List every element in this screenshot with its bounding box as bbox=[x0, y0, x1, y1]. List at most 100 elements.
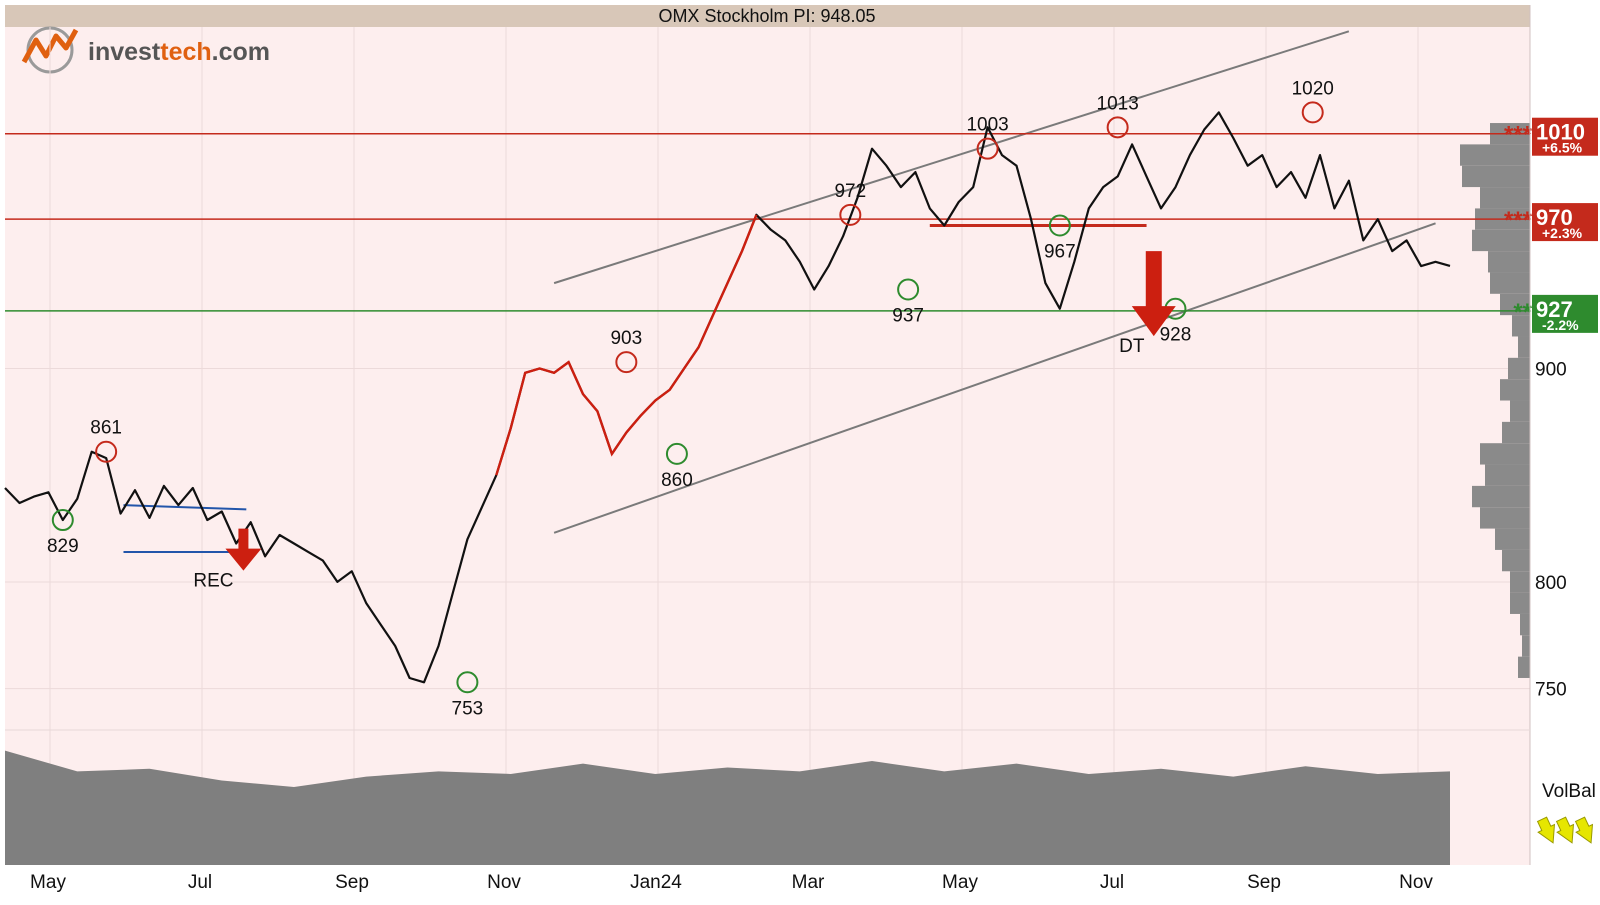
volbal-arrow-icon bbox=[1574, 816, 1594, 844]
x-tick-label: Jul bbox=[1100, 872, 1124, 893]
logo-text-tech: tech bbox=[160, 38, 211, 66]
pivot-label: 861 bbox=[90, 418, 122, 439]
pivot-circle bbox=[1106, 116, 1129, 139]
pivot-label: 1020 bbox=[1292, 78, 1334, 99]
signal-label: DT bbox=[1119, 336, 1145, 357]
channel-upper-line bbox=[553, 30, 1350, 285]
level-badge bbox=[1532, 294, 1598, 333]
x-tick-label: Jan24 bbox=[630, 872, 682, 893]
volume-profile-bar bbox=[1502, 549, 1530, 572]
x-tick-label: Nov bbox=[1399, 872, 1433, 893]
pivot-circle bbox=[615, 351, 638, 374]
volbal-arrows-icon bbox=[1536, 816, 1594, 844]
pivot-label: 1013 bbox=[1097, 93, 1139, 114]
investtech-logo: investtech.com bbox=[21, 26, 270, 74]
level-badge bbox=[1532, 203, 1598, 242]
volume-profile-bar bbox=[1480, 507, 1530, 529]
price-uptrend-segment bbox=[495, 214, 758, 476]
pivot-circle bbox=[1048, 214, 1071, 237]
volume-profile-bar bbox=[1518, 656, 1530, 678]
volume-profile-bar bbox=[1490, 272, 1530, 294]
header-title: OMX Stockholm PI: 948.05 bbox=[658, 6, 875, 26]
pivot-label: 829 bbox=[47, 536, 79, 557]
volume-profile-bar bbox=[1480, 443, 1530, 465]
pivot-markers: 861 829 753 903 860 972 937 1003 967 1013 928 1020 bbox=[47, 78, 1334, 719]
y-tick-label: 800 bbox=[1535, 573, 1567, 594]
volume-profile-bar bbox=[1518, 336, 1530, 358]
volume-profile-bar bbox=[1500, 293, 1530, 316]
level-stars: *** bbox=[1504, 207, 1533, 234]
level-value: 927 bbox=[1536, 297, 1573, 322]
level-stars: *** bbox=[1504, 122, 1533, 149]
x-tick-label: Sep bbox=[335, 872, 369, 893]
volume-profile-bar bbox=[1485, 464, 1530, 486]
y-tick-label: 750 bbox=[1535, 680, 1567, 701]
volume-profile-bar bbox=[1472, 485, 1530, 508]
trend-channel bbox=[553, 30, 1436, 534]
pivot-label: 967 bbox=[1044, 241, 1076, 262]
pivot-circle bbox=[456, 671, 479, 694]
signal-arrows: REC DT bbox=[193, 251, 1176, 592]
volume-profile-bar bbox=[1480, 187, 1530, 209]
volume-profile-bar bbox=[1502, 421, 1530, 444]
level-value: 1010 bbox=[1536, 120, 1585, 145]
level-percent: +2.3% bbox=[1542, 225, 1583, 241]
channel-lower-line bbox=[553, 222, 1436, 534]
pivot-label: 928 bbox=[1160, 325, 1192, 346]
signal-label: REC bbox=[193, 571, 233, 592]
level-percent: -2.2% bbox=[1542, 317, 1579, 333]
pivot-circle bbox=[665, 442, 688, 465]
volbal-arrow-icon bbox=[1555, 816, 1575, 844]
pivot-label: 860 bbox=[661, 470, 693, 491]
volume-profile-bar bbox=[1488, 251, 1530, 273]
pivot-circle bbox=[839, 203, 862, 226]
pivot-circle bbox=[976, 137, 999, 160]
level-lines bbox=[5, 132, 1530, 312]
axes: May Jul Sep Nov Jan24 Mar May Jul Sep Nov 750 800 90… bbox=[30, 360, 1567, 894]
pivot-circle bbox=[51, 509, 74, 532]
pivot-label: 903 bbox=[610, 328, 642, 349]
volume-profile-bar bbox=[1460, 144, 1530, 166]
volume-profile-bar bbox=[1462, 165, 1530, 188]
sell-signal-arrow bbox=[225, 528, 262, 571]
volume-profile bbox=[1460, 123, 1530, 678]
volume-profile-bar bbox=[1510, 400, 1530, 422]
x-tick-label: Sep bbox=[1247, 872, 1281, 893]
x-tick-label: Mar bbox=[792, 872, 825, 893]
volume-profile-bar bbox=[1500, 379, 1530, 401]
pivot-label: 972 bbox=[834, 181, 866, 202]
header-bar bbox=[5, 5, 1530, 27]
y-tick-label: 900 bbox=[1535, 360, 1567, 381]
sell-signal-arrow bbox=[1131, 251, 1176, 337]
level-value: 970 bbox=[1536, 205, 1573, 230]
level-badge bbox=[1532, 117, 1598, 156]
plot-background bbox=[5, 5, 1530, 865]
pivot-circle bbox=[1301, 101, 1324, 124]
logo-text-com: .com bbox=[212, 38, 270, 66]
x-tick-label: May bbox=[30, 872, 66, 893]
volume-profile-bar bbox=[1512, 315, 1530, 337]
volume-area-path bbox=[5, 750, 1450, 865]
volume-profile-bar bbox=[1520, 613, 1530, 636]
volbal-arrow-icon bbox=[1536, 816, 1556, 844]
volume-profile-bar bbox=[1522, 635, 1530, 657]
x-tick-label: Jul bbox=[188, 872, 212, 893]
volume-profile-bar bbox=[1510, 571, 1530, 593]
x-tick-label: Nov bbox=[487, 872, 521, 893]
volume-profile-bar bbox=[1495, 528, 1530, 550]
grid-layer bbox=[5, 27, 1530, 865]
pivot-label: 937 bbox=[892, 306, 924, 327]
logo-text-invest: invest bbox=[88, 38, 161, 66]
svg-text:investtech.com: investtech.com bbox=[88, 38, 270, 66]
pivot-label: 753 bbox=[452, 698, 484, 719]
level-percent: +6.5% bbox=[1542, 140, 1583, 156]
level-labels: *** 1010+6.5%*** 970+2.3%** 927-2.2% bbox=[1504, 117, 1598, 333]
volbal-label: VolBal bbox=[1542, 781, 1596, 802]
pivot-circle bbox=[95, 440, 118, 463]
pivot-label: 1003 bbox=[966, 115, 1008, 136]
volume-area bbox=[5, 750, 1450, 865]
x-tick-label: May bbox=[942, 872, 978, 893]
volume-profile-bar bbox=[1510, 592, 1530, 614]
